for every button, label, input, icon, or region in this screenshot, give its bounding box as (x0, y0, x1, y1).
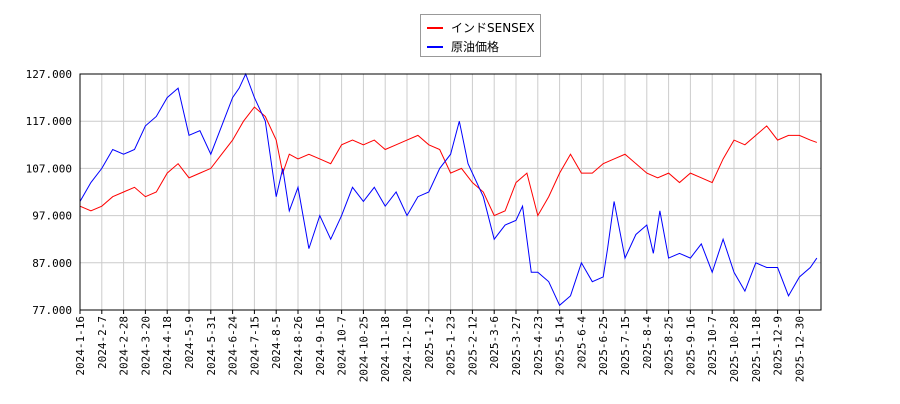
y-tick-label: 117.000 (26, 115, 72, 128)
x-tick-label: 2024-8-5 (270, 316, 283, 369)
x-tick-label: 2024-5-9 (183, 316, 196, 369)
legend-swatch (427, 26, 443, 29)
x-tick-label: 2025-9-16 (684, 316, 697, 376)
series-line-1 (79, 72, 818, 307)
legend-label: インドSENSEX (451, 21, 535, 35)
x-tick-label: 2025-5-14 (554, 316, 567, 376)
legend-swatch (427, 45, 443, 48)
x-tick-label: 2025-2-12 (466, 316, 479, 376)
series-line-0 (79, 106, 818, 217)
y-tick-label: 97.000 (32, 210, 72, 223)
x-tick-label: 2024-6-24 (227, 316, 240, 376)
x-tick-label: 2024-8-26 (292, 316, 305, 376)
legend-label: 原油価格 (451, 40, 500, 54)
x-tick-label: 2024-1-16 (74, 316, 87, 376)
x-tick-label: 2024-10-7 (336, 316, 349, 376)
y-tick-label: 77.000 (32, 304, 72, 317)
x-tick-label: 2025-12-30 (793, 316, 806, 382)
x-tick-label: 2024-3-20 (139, 316, 152, 376)
x-tick-label: 2024-12-10 (401, 316, 414, 382)
x-tick-label: 2025-8-4 (641, 316, 654, 369)
x-tick-label: 2025-3-27 (510, 316, 523, 376)
x-tick-label: 2024-4-18 (161, 316, 174, 376)
x-tick-label: 2025-1-2 (423, 316, 436, 369)
x-tick-label: 2025-10-28 (728, 316, 741, 382)
x-tick-label: 2025-11-18 (750, 316, 763, 382)
x-tick-label: 2025-8-25 (663, 316, 676, 376)
x-tick-label: 2024-5-31 (205, 316, 218, 376)
x-tick-label: 2025-12-9 (772, 316, 785, 376)
x-tick-label: 2025-4-23 (532, 316, 545, 376)
x-tick-label: 2024-2-7 (96, 316, 109, 369)
x-tick-label: 2025-6-4 (575, 316, 588, 369)
legend-item-crude: 原油価格 (427, 38, 499, 55)
x-tick-label: 2024-9-16 (314, 316, 327, 376)
plot-frame (79, 73, 822, 311)
x-tick-label: 2025-7-15 (619, 316, 632, 376)
x-tick-label: 2025-1-23 (445, 316, 458, 376)
x-tick-label: 2025-6-25 (597, 316, 610, 376)
legend-item-sensex: インドSENSEX (427, 19, 535, 36)
x-tick-label: 2025-10-7 (706, 316, 719, 376)
y-tick-label: 107.000 (26, 162, 72, 175)
x-tick-label: 2025-3-6 (488, 316, 501, 369)
y-tick-label: 87.000 (32, 257, 72, 270)
legend: インドSENSEX 原油価格 (420, 14, 541, 57)
x-tick-label: 2024-2-28 (118, 316, 131, 376)
y-tick-label: 127.000 (26, 68, 72, 81)
x-tick-label: 2024-7-15 (248, 316, 261, 376)
x-tick-label: 2024-11-18 (379, 316, 392, 382)
x-tick-label: 2024-10-25 (357, 316, 370, 382)
